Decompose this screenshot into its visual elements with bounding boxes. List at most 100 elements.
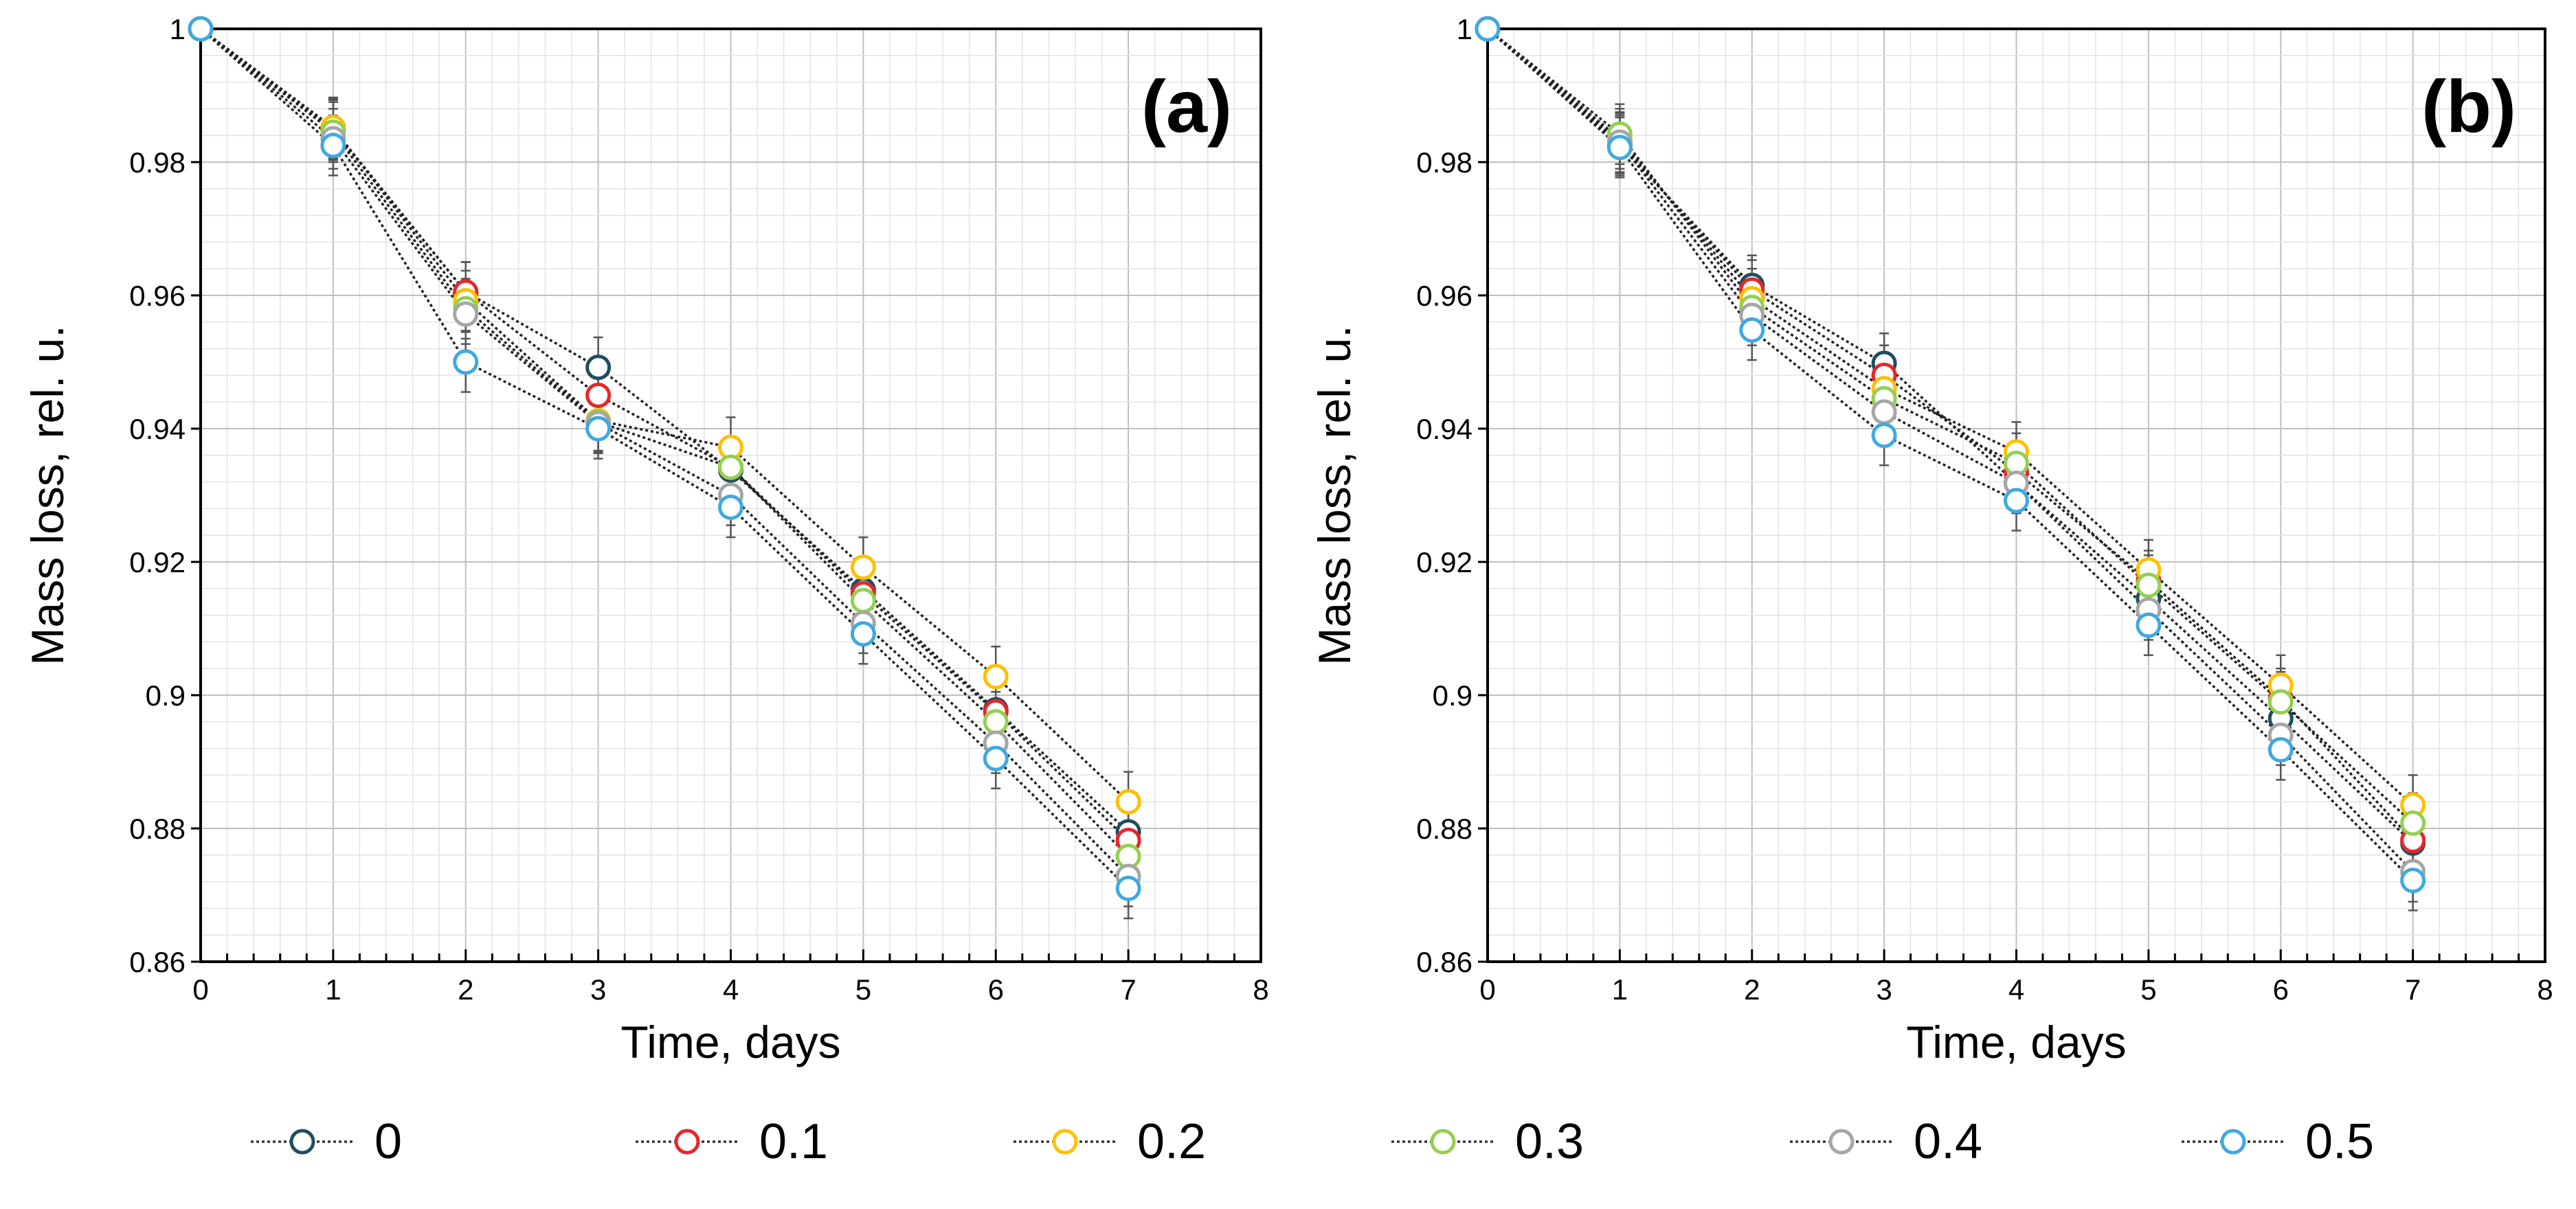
- x-tick-label: 6: [988, 973, 1004, 1006]
- data-point-0.3: [2267, 689, 2294, 715]
- y-tick-label: 0.86: [1416, 946, 1472, 978]
- data-point-0.5: [1115, 875, 1141, 901]
- x-tick-label: 3: [590, 973, 606, 1006]
- data-point-0.5: [1606, 135, 1633, 161]
- data-point-0.2: [1115, 789, 1141, 815]
- data-point-0.5: [188, 16, 214, 42]
- data-point-0.5: [2267, 737, 2294, 763]
- x-tick-label: 5: [2140, 973, 2156, 1006]
- panel-b-y-tick-labels: 0.86 0.88 0.9 0.92 0.94 0.96 0.98 1: [1416, 13, 1472, 978]
- x-tick-label: 0: [192, 973, 208, 1006]
- data-point-0: [585, 354, 612, 381]
- y-tick-label: 0.88: [1416, 813, 1472, 845]
- y-tick-label: 0.9: [146, 679, 186, 712]
- legend-label: 0.5: [2305, 1114, 2374, 1169]
- legend-marker: [1430, 1129, 1456, 1155]
- x-tick-label: 0: [1479, 973, 1495, 1006]
- x-tick-label: 7: [2405, 973, 2421, 1006]
- data-point-0.5: [2136, 612, 2162, 638]
- legend-label: 0.3: [1515, 1114, 1584, 1169]
- panel-a-series-lines: [199, 27, 1130, 890]
- data-point-0.4: [453, 301, 479, 327]
- x-tick-label: 4: [2008, 973, 2024, 1006]
- panel-a-label: (a): [1141, 65, 1232, 148]
- series-line-0.2: [199, 27, 1130, 803]
- data-point-0.3: [718, 454, 743, 480]
- y-tick-label: 0.92: [129, 546, 186, 578]
- x-tick-label: 6: [2273, 973, 2289, 1006]
- data-point-0.2: [850, 554, 876, 580]
- data-point-0.4: [1871, 399, 1897, 425]
- data-point-0.5: [718, 494, 743, 520]
- x-tick-label: 1: [325, 973, 341, 1006]
- panel-a-x-tick-labels: 0 1 2 3 4 5 6 7 8: [192, 973, 1268, 1006]
- y-tick-label: 0.98: [129, 146, 186, 179]
- x-tick-label: 8: [1253, 973, 1268, 1006]
- panel-b-y-axis-label: Mass loss, rel. u.: [1309, 325, 1360, 665]
- legend: 0 0.1 0.2 0.3 0.4 0.5: [251, 1114, 2374, 1169]
- data-point-0.5: [983, 745, 1009, 771]
- legend-marker: [1828, 1129, 1855, 1155]
- legend-marker: [289, 1129, 315, 1155]
- series-line-0.4: [199, 27, 1130, 878]
- x-tick-label: 2: [1744, 973, 1760, 1006]
- legend-marker: [674, 1129, 700, 1155]
- x-tick-label: 5: [855, 973, 871, 1006]
- data-point-0.5: [585, 416, 612, 442]
- data-point-0.1: [585, 383, 612, 408]
- legend-marker: [1052, 1129, 1078, 1155]
- panel-b-ticks: [1478, 27, 2546, 963]
- legend-label: 0.4: [1914, 1114, 1982, 1169]
- y-tick-label: 0.94: [1416, 413, 1472, 445]
- data-point-0.3: [850, 587, 876, 613]
- x-tick-label: 3: [1876, 973, 1892, 1006]
- panel-a-y-tick-labels: 0.86 0.88 0.9 0.92 0.94 0.96 0.98 1: [129, 13, 186, 978]
- y-tick-label: 0.86: [129, 946, 186, 978]
- series-line-0: [199, 27, 1130, 833]
- series-line-0.3: [199, 27, 1130, 857]
- series-line-0.4: [1486, 27, 2414, 873]
- data-point-0.5: [2400, 868, 2426, 894]
- data-point-0.5: [453, 349, 479, 375]
- panel-b-grid: [1487, 28, 2546, 962]
- x-tick-label: 2: [458, 973, 473, 1006]
- x-tick-label: 1: [1612, 973, 1628, 1006]
- panel-a-x-axis-label: Time, days: [620, 1017, 840, 1067]
- data-point-0.5: [850, 621, 876, 647]
- panel-a-y-axis-label: Mass loss, rel. u.: [22, 325, 73, 665]
- y-tick-label: 0.9: [1433, 679, 1472, 712]
- series-line-0.3: [1486, 27, 2414, 824]
- panel-b-series-lines: [1486, 27, 2414, 881]
- data-point-0.3: [2400, 810, 2426, 836]
- data-point-0.3: [983, 709, 1009, 735]
- panel-a-chart: 0 1 2 3 4 5 6 7 8 0.86 0.88 0.9 0.92 0.94 0.96 0.98 1 (…: [22, 13, 1269, 1067]
- series-line-0.2: [1486, 27, 2414, 806]
- series-line-0.1: [1486, 27, 2414, 841]
- x-tick-label: 7: [1120, 973, 1136, 1006]
- legend-label: 0.1: [759, 1114, 828, 1169]
- panel-b-x-axis-label: Time, days: [1906, 1017, 2126, 1067]
- series-line-0.5: [199, 27, 1130, 890]
- data-point-0.5: [2004, 488, 2029, 514]
- y-tick-label: 0.98: [1416, 146, 1472, 179]
- panel-a-ticks: [191, 27, 1262, 963]
- y-tick-label: 0.96: [129, 280, 186, 312]
- y-tick-label: 0.92: [1416, 546, 1472, 578]
- panel-b-x-tick-labels: 0 1 2 3 4 5 6 7 8: [1479, 973, 2553, 1006]
- panel-b-chart: 0 1 2 3 4 5 6 7 8 0.86 0.88 0.9 0.92 0.94 0.96 0.98 1 (…: [1309, 13, 2553, 1067]
- x-tick-label: 8: [2537, 973, 2553, 1006]
- y-tick-label: 0.94: [129, 413, 186, 445]
- data-point-0.5: [1739, 317, 1765, 343]
- panel-a-markers: [188, 16, 1141, 901]
- y-tick-label: 1: [170, 13, 186, 45]
- y-tick-label: 1: [1457, 13, 1472, 45]
- panel-a-grid: [200, 28, 1262, 962]
- data-point-0.5: [1871, 422, 1897, 449]
- y-tick-label: 0.88: [129, 813, 186, 845]
- data-point-0.2: [983, 664, 1009, 690]
- data-point-0.3: [2136, 572, 2162, 598]
- legend-label: 0.2: [1137, 1114, 1206, 1169]
- data-point-0.5: [320, 133, 346, 159]
- legend-label: 0: [374, 1114, 402, 1169]
